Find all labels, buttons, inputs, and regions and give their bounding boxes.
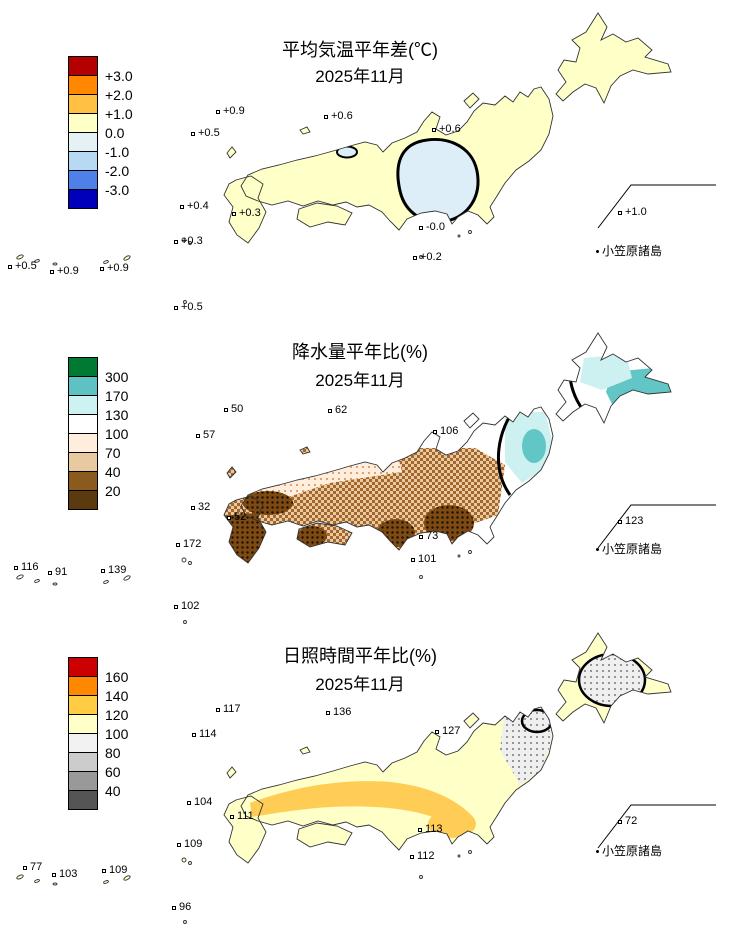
legend-label: 140 bbox=[105, 688, 129, 704]
legend-label: -3.0 bbox=[105, 182, 130, 198]
panel-sunshine: 日照時間平年比(%) 2025年11月 160 140 120 100 80 60 40 bbox=[0, 620, 750, 930]
panel-subtitle: 2025年11月 bbox=[315, 67, 405, 86]
shikoku-precip-regions bbox=[297, 526, 327, 546]
legend-label: 60 bbox=[105, 764, 121, 780]
legend-swatch bbox=[68, 471, 98, 491]
legend-label: 80 bbox=[105, 745, 121, 761]
legend-swatch bbox=[68, 790, 98, 810]
legend-label: -2.0 bbox=[105, 163, 130, 179]
panel-subtitle: 2025年11月 bbox=[315, 371, 405, 390]
legend-label: +2.0 bbox=[105, 87, 133, 103]
legend-swatch bbox=[68, 151, 98, 171]
legend-swatch bbox=[68, 752, 98, 772]
legend-swatch bbox=[68, 414, 98, 434]
panel-title: 日照時間平年比(%) bbox=[283, 646, 437, 666]
legend-swatch bbox=[68, 56, 98, 76]
panel-subtitle: 2025年11月 bbox=[315, 675, 405, 694]
minor-islands bbox=[16, 230, 472, 304]
legend-label: 100 bbox=[105, 726, 129, 742]
panel-precipitation: 降水量平年比(%) 2025年11月 300 170 130 100 70 40 20 bbox=[0, 320, 750, 630]
honshu-sunshine-regions bbox=[250, 708, 553, 838]
sado-shape bbox=[464, 413, 479, 428]
legend-label: -1.0 bbox=[105, 144, 130, 160]
japan-map-temperature bbox=[15, 12, 716, 304]
legend-label: 40 bbox=[105, 783, 121, 799]
legend-swatch bbox=[68, 357, 98, 377]
legend-label: 160 bbox=[105, 669, 129, 685]
legend-swatch bbox=[68, 132, 98, 152]
panel-title: 降水量平年比(%) bbox=[292, 342, 428, 362]
legend-label: 0.0 bbox=[105, 125, 125, 141]
legend-swatch bbox=[68, 771, 98, 791]
legend-swatch bbox=[68, 94, 98, 114]
legend-swatch bbox=[68, 452, 98, 472]
legend-swatch bbox=[68, 75, 98, 95]
legend-label: 170 bbox=[105, 388, 129, 404]
legend-label: 100 bbox=[105, 426, 129, 442]
legend-label: 70 bbox=[105, 445, 121, 461]
hokkaido-shape bbox=[556, 13, 671, 103]
legend-precipitation: 300 170 130 100 70 40 20 bbox=[68, 357, 128, 510]
panel-temperature: 平均気温平年差(℃) 2025年11月 +3.0 +2.0 +1.0 0.0 -1.0 -… bbox=[0, 0, 750, 310]
legend-swatch bbox=[68, 189, 98, 209]
honshu-shape bbox=[241, 87, 553, 230]
panel-title: 平均気温平年差(℃) bbox=[282, 40, 438, 60]
hokkaido-sunshine-regions bbox=[577, 634, 647, 708]
legend-swatch bbox=[68, 433, 98, 453]
sado-shape bbox=[464, 713, 479, 728]
japan-map-sunshine bbox=[15, 632, 716, 924]
legend-label: +3.0 bbox=[105, 68, 133, 84]
legend-label: 20 bbox=[105, 483, 121, 499]
ogasawara-inset-lines bbox=[597, 804, 716, 849]
legend-swatch bbox=[68, 657, 98, 677]
legend-label: 300 bbox=[105, 369, 129, 385]
legend-swatch bbox=[68, 395, 98, 415]
japan-map-precipitation bbox=[15, 332, 716, 624]
legend-swatch bbox=[68, 170, 98, 190]
legend-temperature: +3.0 +2.0 +1.0 0.0 -1.0 -2.0 -3.0 bbox=[68, 56, 133, 209]
minor-islands bbox=[16, 550, 472, 624]
legend-swatch bbox=[68, 376, 98, 396]
kyushu-shape bbox=[224, 176, 266, 243]
hokkaido-precip-regions bbox=[567, 335, 671, 420]
legend-label: 130 bbox=[105, 407, 129, 423]
legend-swatch bbox=[68, 113, 98, 133]
minor-islands bbox=[16, 850, 472, 924]
ogasawara-inset-lines bbox=[597, 184, 716, 229]
legend-swatch bbox=[68, 695, 98, 715]
legend-swatch bbox=[68, 714, 98, 734]
legend-label: 40 bbox=[105, 464, 121, 480]
legend-label: +1.0 bbox=[105, 106, 133, 122]
legend-sunshine: 160 140 120 100 80 60 40 bbox=[68, 657, 128, 810]
ogasawara-inset-lines bbox=[597, 504, 716, 549]
legend-swatch bbox=[68, 676, 98, 696]
legend-swatch bbox=[68, 490, 98, 510]
legend-label: 120 bbox=[105, 707, 129, 723]
sado-shape bbox=[464, 93, 479, 108]
legend-swatch bbox=[68, 733, 98, 753]
